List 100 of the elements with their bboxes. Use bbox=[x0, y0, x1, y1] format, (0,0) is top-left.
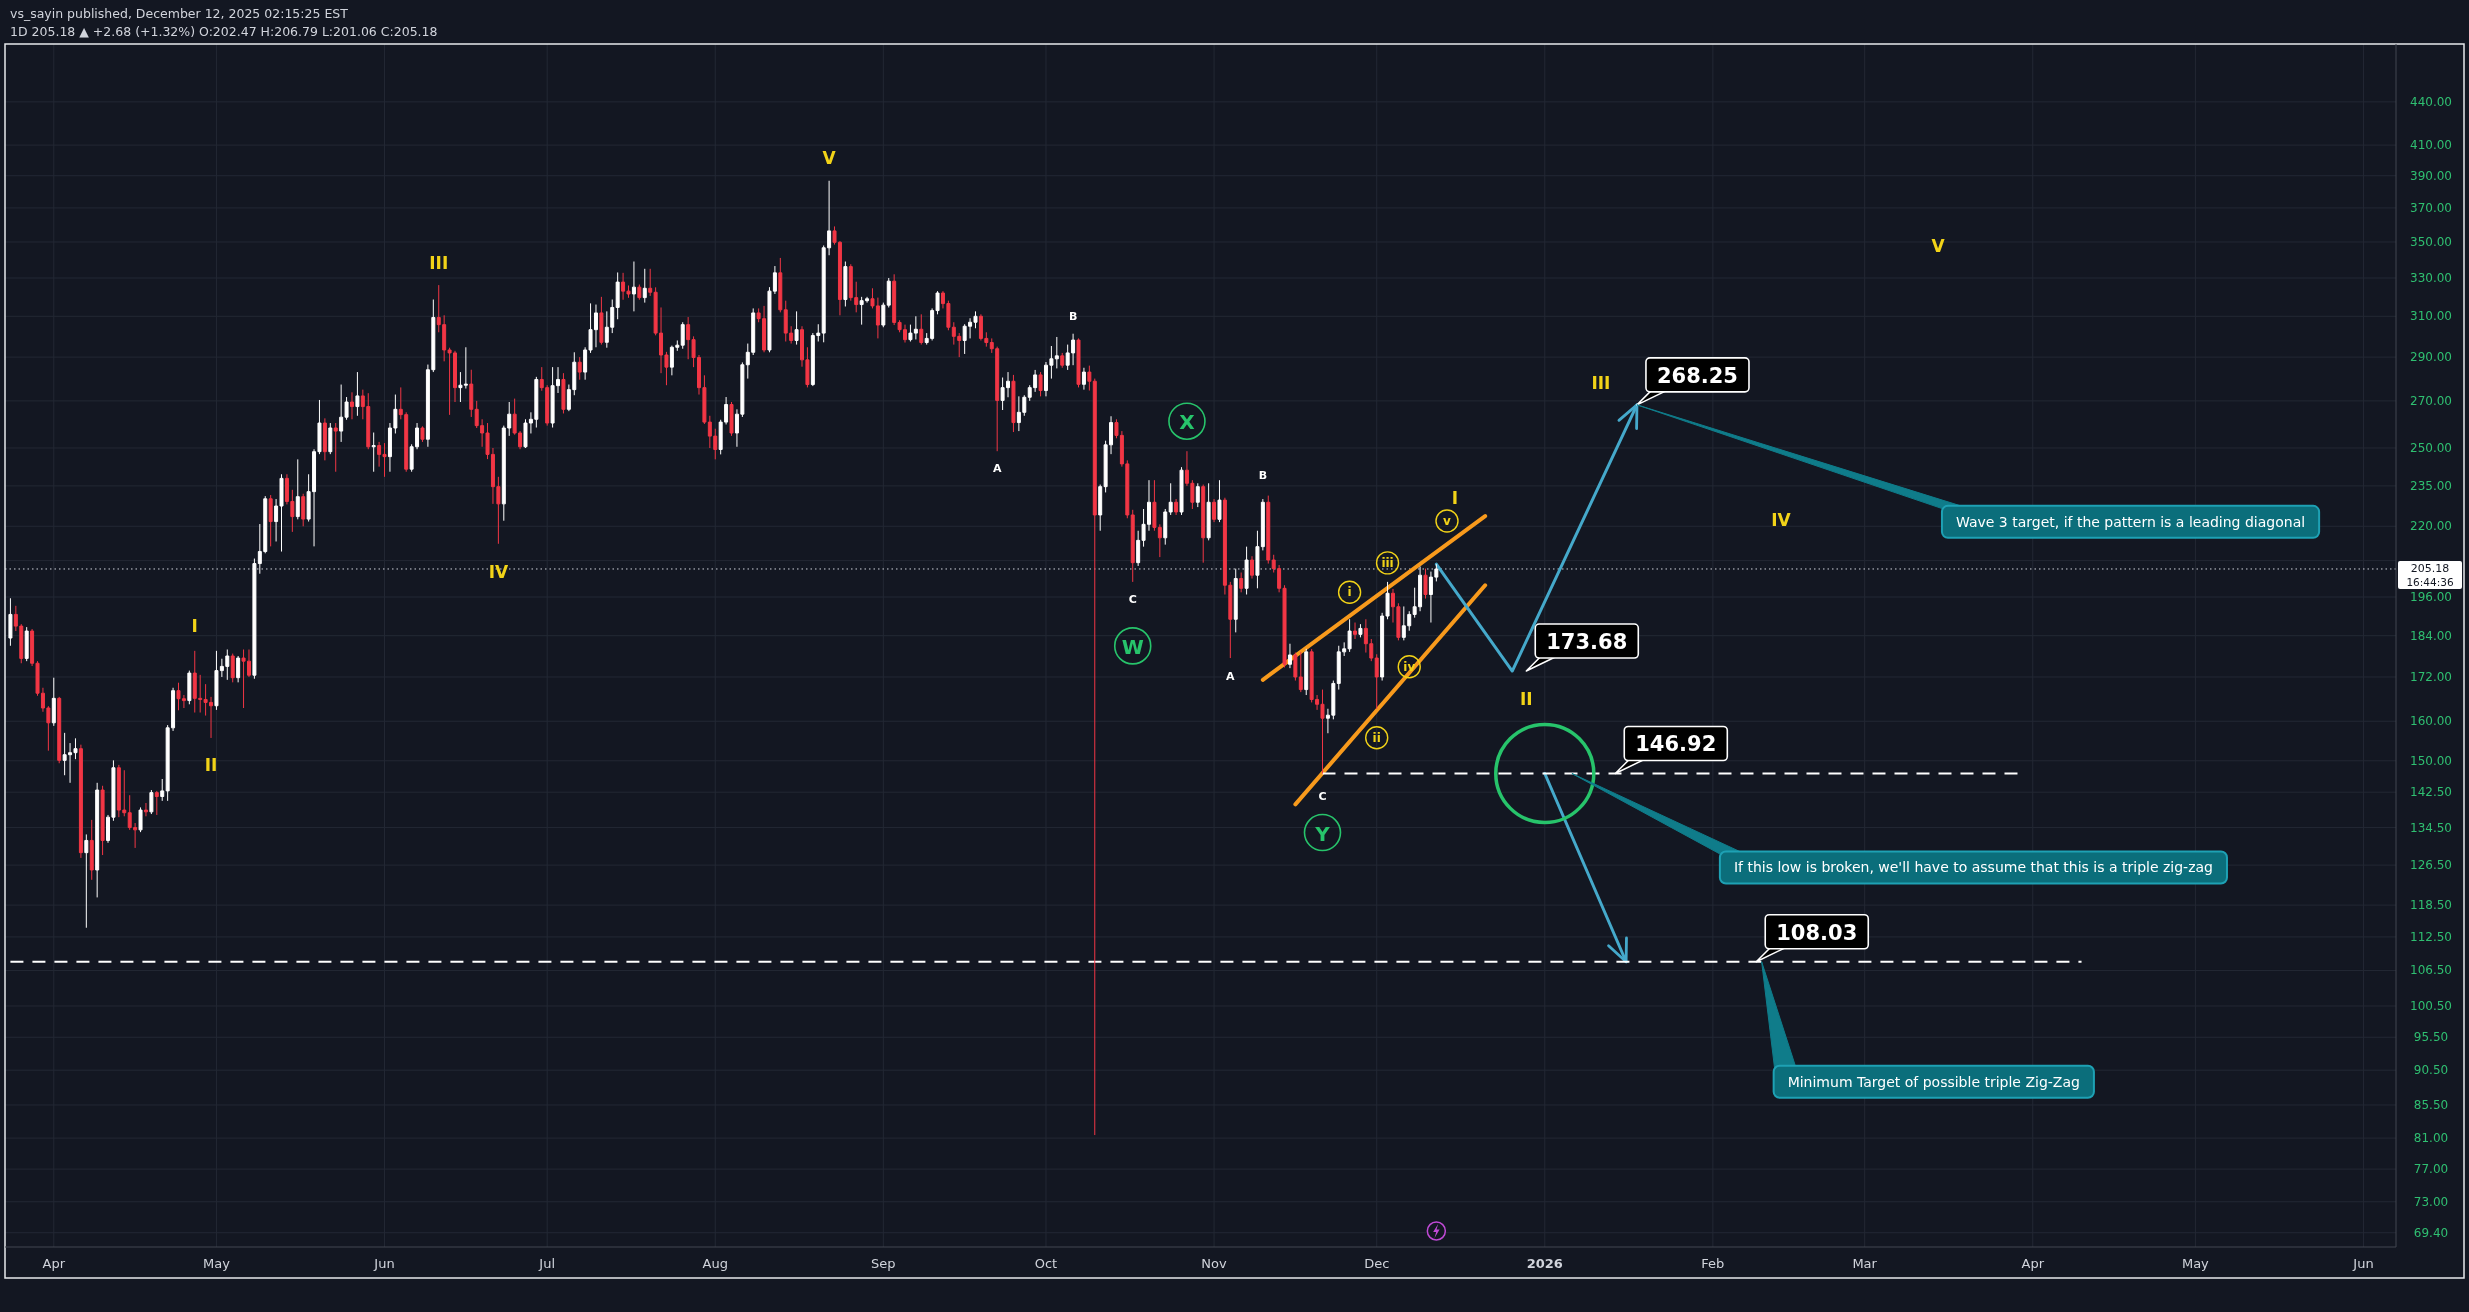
candlestick bbox=[1287, 643, 1292, 669]
candlestick bbox=[642, 268, 647, 304]
x-tick-label: Mar bbox=[1852, 1255, 1878, 1271]
candlestick bbox=[8, 597, 13, 647]
y-tick-label: 81.00 bbox=[2413, 1131, 2449, 1146]
candlestick bbox=[57, 696, 62, 764]
y-tick-label: 160.00 bbox=[2410, 714, 2452, 729]
y-tick-label: 220.00 bbox=[2410, 519, 2452, 534]
candlestick bbox=[886, 277, 891, 308]
candlestick bbox=[1206, 482, 1211, 541]
y-tick-label: 134.50 bbox=[2410, 820, 2452, 835]
annotation: III bbox=[1591, 372, 1611, 393]
annotation: II bbox=[204, 754, 218, 775]
annotation: B bbox=[1258, 468, 1268, 482]
candlestick bbox=[1060, 352, 1065, 369]
annotation: If this low is broken, we'll have to assume that this is a triple zig-zag bbox=[1733, 859, 2213, 876]
y-tick-label: 440.00 bbox=[2410, 94, 2452, 109]
y-tick-label: 118.50 bbox=[2410, 898, 2452, 913]
candlestick bbox=[1081, 367, 1086, 391]
candlestick bbox=[1174, 498, 1179, 516]
candlestick bbox=[469, 369, 474, 418]
y-tick-label: 235.00 bbox=[2410, 478, 2452, 493]
y-tick-label: 250.00 bbox=[2410, 441, 2452, 455]
candlestick bbox=[100, 785, 105, 856]
annotation: iii bbox=[1381, 555, 1394, 570]
annotation: C bbox=[1128, 593, 1137, 607]
y-tick-label: 77.00 bbox=[2413, 1162, 2449, 1177]
candlestick bbox=[919, 313, 924, 346]
candlestick bbox=[355, 371, 360, 417]
y-tick-label: 150.00 bbox=[2410, 753, 2452, 768]
candlestick bbox=[89, 819, 94, 881]
annotation: V bbox=[822, 147, 837, 168]
candlestick bbox=[1304, 648, 1309, 696]
candlestick bbox=[160, 778, 165, 802]
annotation: i bbox=[1347, 585, 1352, 600]
annotation: 146.92 bbox=[1635, 732, 1717, 757]
x-tick-label: Feb bbox=[1701, 1255, 1725, 1271]
candlestick bbox=[24, 626, 29, 662]
candlestick bbox=[1353, 622, 1358, 640]
y-tick-label: 90.50 bbox=[2413, 1063, 2449, 1078]
x-tick-label: Sep bbox=[871, 1255, 896, 1271]
candlestick bbox=[51, 677, 56, 727]
annotation: IV bbox=[488, 561, 509, 582]
candlestick bbox=[1201, 484, 1206, 564]
annotation: W bbox=[1121, 634, 1144, 659]
candlestick bbox=[1266, 495, 1271, 565]
candlestick bbox=[794, 310, 799, 346]
y-tick-label: 100.50 bbox=[2410, 999, 2452, 1013]
candlestick bbox=[420, 425, 425, 443]
x-tick-label: 2026 bbox=[1526, 1255, 1563, 1271]
candlestick bbox=[187, 670, 192, 705]
annotation: V bbox=[1931, 236, 1946, 256]
candlestick bbox=[1212, 498, 1217, 523]
candlestick bbox=[1076, 337, 1081, 388]
x-tick-label: Nov bbox=[1201, 1255, 1228, 1271]
candlestick bbox=[843, 261, 848, 307]
y-tick-label: 330.00 bbox=[2410, 271, 2452, 285]
candlestick bbox=[236, 655, 241, 683]
ref-line-label: 205.18 bbox=[2410, 562, 2450, 576]
x-tick-label: Aug bbox=[702, 1255, 728, 1271]
annotation: II bbox=[1519, 689, 1533, 710]
y-tick-label: 196.00 bbox=[2410, 590, 2452, 604]
candlestick bbox=[1092, 378, 1097, 1136]
candlestick bbox=[1163, 508, 1168, 546]
annotation: III bbox=[429, 253, 449, 274]
annotation: A bbox=[1226, 669, 1236, 683]
annotation: ii bbox=[1372, 730, 1381, 745]
candlestick bbox=[637, 284, 642, 301]
x-tick-label: May bbox=[203, 1255, 231, 1271]
candlestick bbox=[561, 372, 566, 414]
x-tick-label: Apr bbox=[42, 1255, 66, 1271]
y-tick-label: 350.00 bbox=[2410, 234, 2452, 249]
candlestick bbox=[138, 806, 143, 833]
y-tick-label: 126.50 bbox=[2410, 858, 2452, 873]
y-tick-label: 142.50 bbox=[2410, 785, 2452, 800]
candlestick bbox=[1217, 479, 1222, 523]
candlestick bbox=[328, 422, 333, 455]
x-tick-label: Oct bbox=[1034, 1255, 1058, 1271]
x-tick-label: Dec bbox=[1364, 1255, 1390, 1271]
y-tick-label: 290.00 bbox=[2410, 350, 2452, 365]
candlestick bbox=[729, 401, 734, 437]
candlestick bbox=[1038, 371, 1043, 397]
annotation: A bbox=[992, 461, 1002, 475]
candlestick bbox=[577, 356, 582, 381]
annotation: X bbox=[1179, 410, 1196, 435]
candlestick bbox=[95, 782, 100, 898]
y-tick-label: 410.00 bbox=[2410, 138, 2452, 153]
annotation: IV bbox=[1771, 510, 1792, 530]
candlestick bbox=[149, 789, 154, 815]
candlestick bbox=[680, 321, 685, 350]
candlestick bbox=[881, 302, 886, 328]
candlestick bbox=[154, 790, 159, 816]
candlestick bbox=[268, 494, 273, 547]
annotation: 173.68 bbox=[1546, 630, 1628, 655]
candlestick bbox=[615, 271, 620, 320]
candlestick bbox=[78, 744, 83, 859]
y-tick-label: 112.50 bbox=[2410, 929, 2452, 944]
y-tick-label: 172.00 bbox=[2410, 669, 2452, 684]
candlestick bbox=[778, 257, 783, 313]
candlestick bbox=[1374, 653, 1379, 710]
